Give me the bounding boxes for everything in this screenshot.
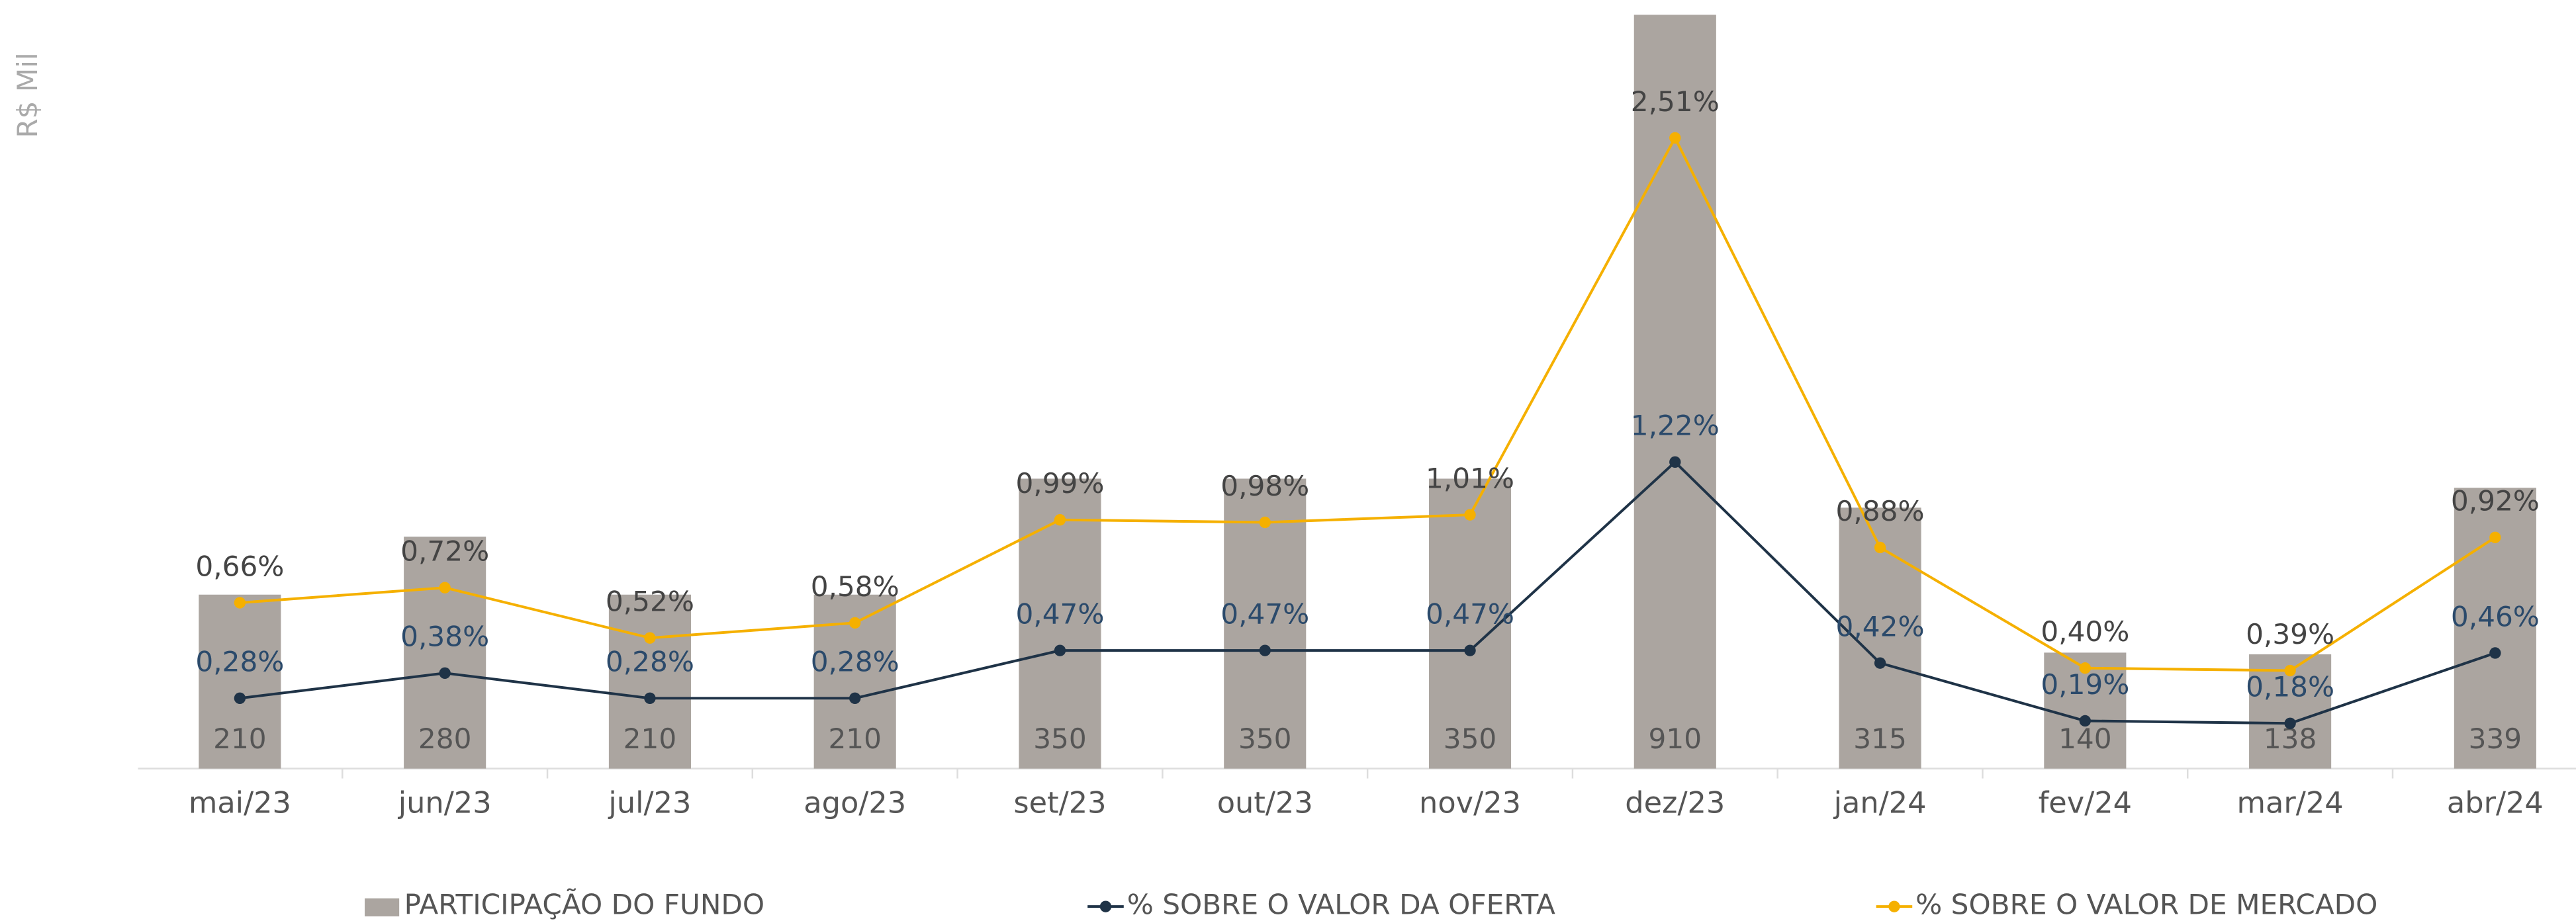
line-point bbox=[1054, 513, 1066, 526]
bar-value-label: 210 bbox=[213, 723, 267, 755]
line-value-label: 0,47% bbox=[1220, 598, 1309, 631]
bar bbox=[1019, 478, 1101, 769]
bar bbox=[608, 594, 691, 769]
bar bbox=[1633, 15, 1716, 769]
line-point bbox=[644, 632, 656, 644]
line bbox=[240, 135, 2496, 672]
bar-value-label: 350 bbox=[1444, 723, 1497, 755]
line-point bbox=[1464, 644, 1476, 656]
bar-value-label: 350 bbox=[1238, 723, 1292, 755]
line bbox=[240, 460, 2496, 725]
legend-swatch bbox=[1099, 900, 1112, 912]
line-point bbox=[439, 582, 451, 593]
bar-value-label: 210 bbox=[623, 723, 677, 755]
x-tick-label: out/23 bbox=[1217, 785, 1313, 820]
line-value-label: 1,01% bbox=[1426, 462, 1514, 494]
bar-value-label: 140 bbox=[2058, 723, 2112, 755]
line-value-label: 0,99% bbox=[1015, 467, 1104, 500]
line-value-label: 0,98% bbox=[1220, 470, 1309, 502]
line-point bbox=[1054, 644, 1066, 656]
bar-value-label: 210 bbox=[828, 723, 882, 755]
x-tick-label: mai/23 bbox=[189, 785, 291, 820]
x-tick-label: nov/23 bbox=[1419, 785, 1521, 820]
bar bbox=[404, 537, 486, 769]
line-value-label: 0,92% bbox=[2451, 485, 2540, 517]
line-point bbox=[2284, 664, 2296, 677]
line-value-label: 0,28% bbox=[606, 646, 694, 678]
line-value-label: 0,47% bbox=[1426, 598, 1514, 631]
x-tick-label: abr/24 bbox=[2447, 785, 2544, 820]
line-value-label: 0,52% bbox=[606, 586, 694, 618]
line-value-label: 0,40% bbox=[2041, 615, 2129, 648]
line-point bbox=[1669, 132, 1681, 144]
line-value-label: 0,28% bbox=[195, 646, 284, 678]
legend-label: PARTICIPAÇÃO DO FUNDO bbox=[404, 888, 765, 921]
line-point bbox=[2079, 715, 2092, 727]
x-tick-label: jun/23 bbox=[398, 785, 492, 820]
line-value-label: 0,58% bbox=[811, 570, 899, 603]
line-point bbox=[1874, 657, 1886, 669]
line-point bbox=[2489, 531, 2501, 543]
line-point bbox=[644, 692, 656, 705]
line-point bbox=[2079, 662, 2092, 674]
line-point bbox=[1874, 541, 1886, 554]
line-value-label: 0,47% bbox=[1015, 598, 1104, 631]
legend-swatch bbox=[1888, 900, 1900, 912]
line-value-label: 0,39% bbox=[2246, 618, 2334, 650]
legend-swatch bbox=[365, 898, 400, 917]
line-point bbox=[1259, 644, 1271, 656]
legend-label: % SOBRE O VALOR DA OFERTA bbox=[1127, 889, 1555, 921]
x-tick-label: jul/23 bbox=[608, 785, 691, 820]
y-axis-label: R$ Mil bbox=[11, 52, 44, 138]
line-value-label: 0,46% bbox=[2451, 600, 2540, 633]
line-point bbox=[849, 617, 861, 629]
line-point bbox=[234, 692, 246, 705]
line-value-label: 0,28% bbox=[811, 646, 899, 678]
line-value-label: 1,22% bbox=[1631, 410, 1720, 442]
x-tick-label: ago/23 bbox=[804, 785, 906, 820]
line-value-label: 2,51% bbox=[1631, 85, 1720, 118]
bar-value-label: 350 bbox=[1033, 723, 1087, 755]
bar bbox=[199, 594, 281, 769]
line-value-label: 0,66% bbox=[195, 550, 284, 582]
line-point bbox=[1464, 509, 1476, 521]
line-value-label: 0,88% bbox=[1836, 495, 1925, 527]
x-tick-label: mar/24 bbox=[2237, 785, 2344, 820]
line-point bbox=[1259, 516, 1271, 529]
bar-value-label: 910 bbox=[1649, 723, 1702, 755]
line-point bbox=[439, 667, 451, 680]
bar-value-label: 315 bbox=[1853, 723, 1907, 755]
x-tick-label: set/23 bbox=[1013, 785, 1106, 820]
line-point bbox=[234, 597, 246, 609]
bar-value-label: 339 bbox=[2469, 723, 2522, 755]
line-value-label: 0,42% bbox=[1836, 611, 1925, 643]
line-point bbox=[2284, 717, 2296, 729]
bar-value-label: 280 bbox=[418, 723, 472, 755]
line-point bbox=[849, 692, 861, 705]
x-tick-label: jan/24 bbox=[1833, 785, 1927, 820]
line-point bbox=[1669, 456, 1681, 468]
line-value-label: 0,72% bbox=[400, 535, 489, 568]
line-point bbox=[2489, 647, 2501, 659]
x-tick-label: dez/23 bbox=[1625, 785, 1725, 820]
legend-label: % SOBRE O VALOR DE MERCADO bbox=[1915, 889, 2377, 921]
x-tick-label: fev/24 bbox=[2039, 785, 2133, 820]
line-value-label: 0,38% bbox=[400, 621, 489, 653]
